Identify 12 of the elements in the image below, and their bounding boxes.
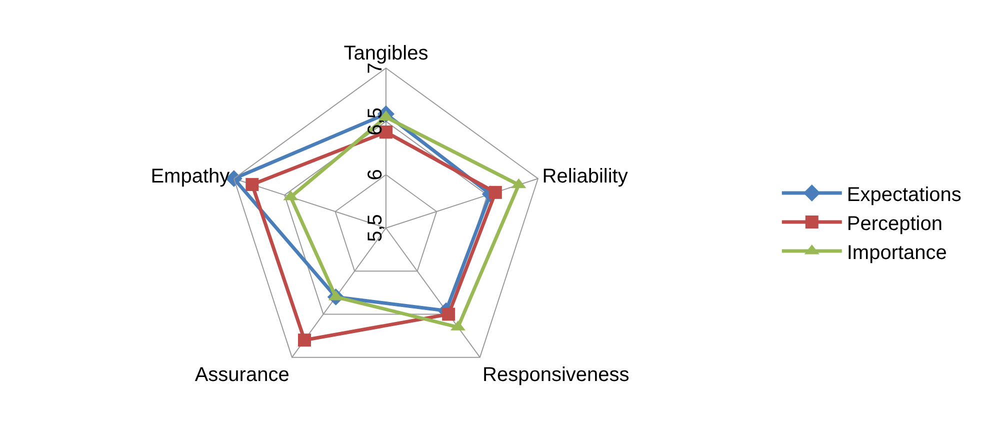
spoke-label: Empathy <box>150 166 230 188</box>
y-tick-label: 6,5 <box>364 108 386 136</box>
spoke-label: Assurance <box>194 364 290 386</box>
spoke-label: Tangibles <box>344 42 428 65</box>
legend-label: Importance <box>846 242 947 264</box>
spoke-label: Responsiveness <box>482 364 630 386</box>
y-tick-label: 6 <box>364 169 386 180</box>
y-tick-label: 5,5 <box>364 214 386 242</box>
legend-label: Perception <box>846 212 943 235</box>
legend-label: Expectations <box>846 184 962 206</box>
y-tick-label: 7 <box>364 62 386 74</box>
spoke-label: Reliability <box>542 166 628 188</box>
